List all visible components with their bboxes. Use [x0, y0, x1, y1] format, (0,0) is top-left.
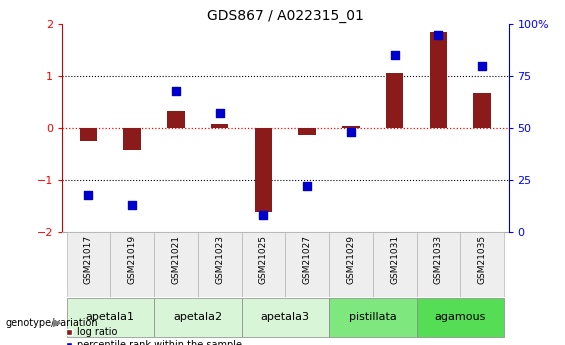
Point: [215, 111, 224, 116]
Bar: [329, 298, 416, 337]
Bar: [154, 232, 198, 297]
Text: GSM21025: GSM21025: [259, 235, 268, 284]
Bar: [67, 298, 154, 337]
Text: GSM21029: GSM21029: [346, 235, 355, 284]
Text: GSM21017: GSM21017: [84, 235, 93, 284]
Text: apetala3: apetala3: [261, 312, 310, 322]
Bar: [198, 232, 242, 297]
Text: apetala2: apetala2: [173, 312, 223, 322]
Bar: [416, 232, 460, 297]
Bar: [285, 232, 329, 297]
Bar: [298, 128, 316, 135]
Bar: [473, 93, 491, 128]
Text: agamous: agamous: [434, 312, 486, 322]
Text: GSM21031: GSM21031: [390, 235, 399, 284]
Bar: [211, 125, 228, 128]
Point: [346, 129, 355, 135]
Point: [478, 63, 487, 68]
Text: apetala1: apetala1: [86, 312, 135, 322]
Legend: log ratio, percentile rank within the sample: log ratio, percentile rank within the sa…: [62, 323, 246, 345]
Bar: [242, 298, 329, 337]
Text: GSM21019: GSM21019: [128, 235, 137, 284]
Text: pistillata: pistillata: [349, 312, 397, 322]
Bar: [430, 32, 447, 128]
Text: ▶: ▶: [53, 318, 61, 327]
Bar: [416, 298, 504, 337]
Bar: [123, 128, 141, 150]
Text: genotype/variation: genotype/variation: [6, 318, 98, 327]
Bar: [255, 128, 272, 212]
Point: [128, 202, 137, 208]
Bar: [342, 126, 360, 128]
Bar: [67, 232, 110, 297]
Bar: [242, 232, 285, 297]
Point: [390, 52, 399, 58]
Point: [84, 192, 93, 197]
Bar: [110, 232, 154, 297]
Text: GSM21033: GSM21033: [434, 235, 443, 284]
Bar: [80, 128, 97, 141]
Bar: [460, 232, 504, 297]
Bar: [154, 298, 242, 337]
Bar: [386, 73, 403, 128]
Title: GDS867 / A022315_01: GDS867 / A022315_01: [207, 9, 364, 23]
Text: GSM21027: GSM21027: [303, 235, 312, 284]
Text: GSM21035: GSM21035: [478, 235, 486, 284]
Point: [171, 88, 180, 93]
Point: [259, 213, 268, 218]
Bar: [167, 111, 185, 128]
Bar: [329, 232, 373, 297]
Text: GSM21023: GSM21023: [215, 235, 224, 284]
Bar: [373, 232, 416, 297]
Point: [434, 32, 443, 37]
Point: [303, 184, 312, 189]
Text: GSM21021: GSM21021: [171, 235, 180, 284]
